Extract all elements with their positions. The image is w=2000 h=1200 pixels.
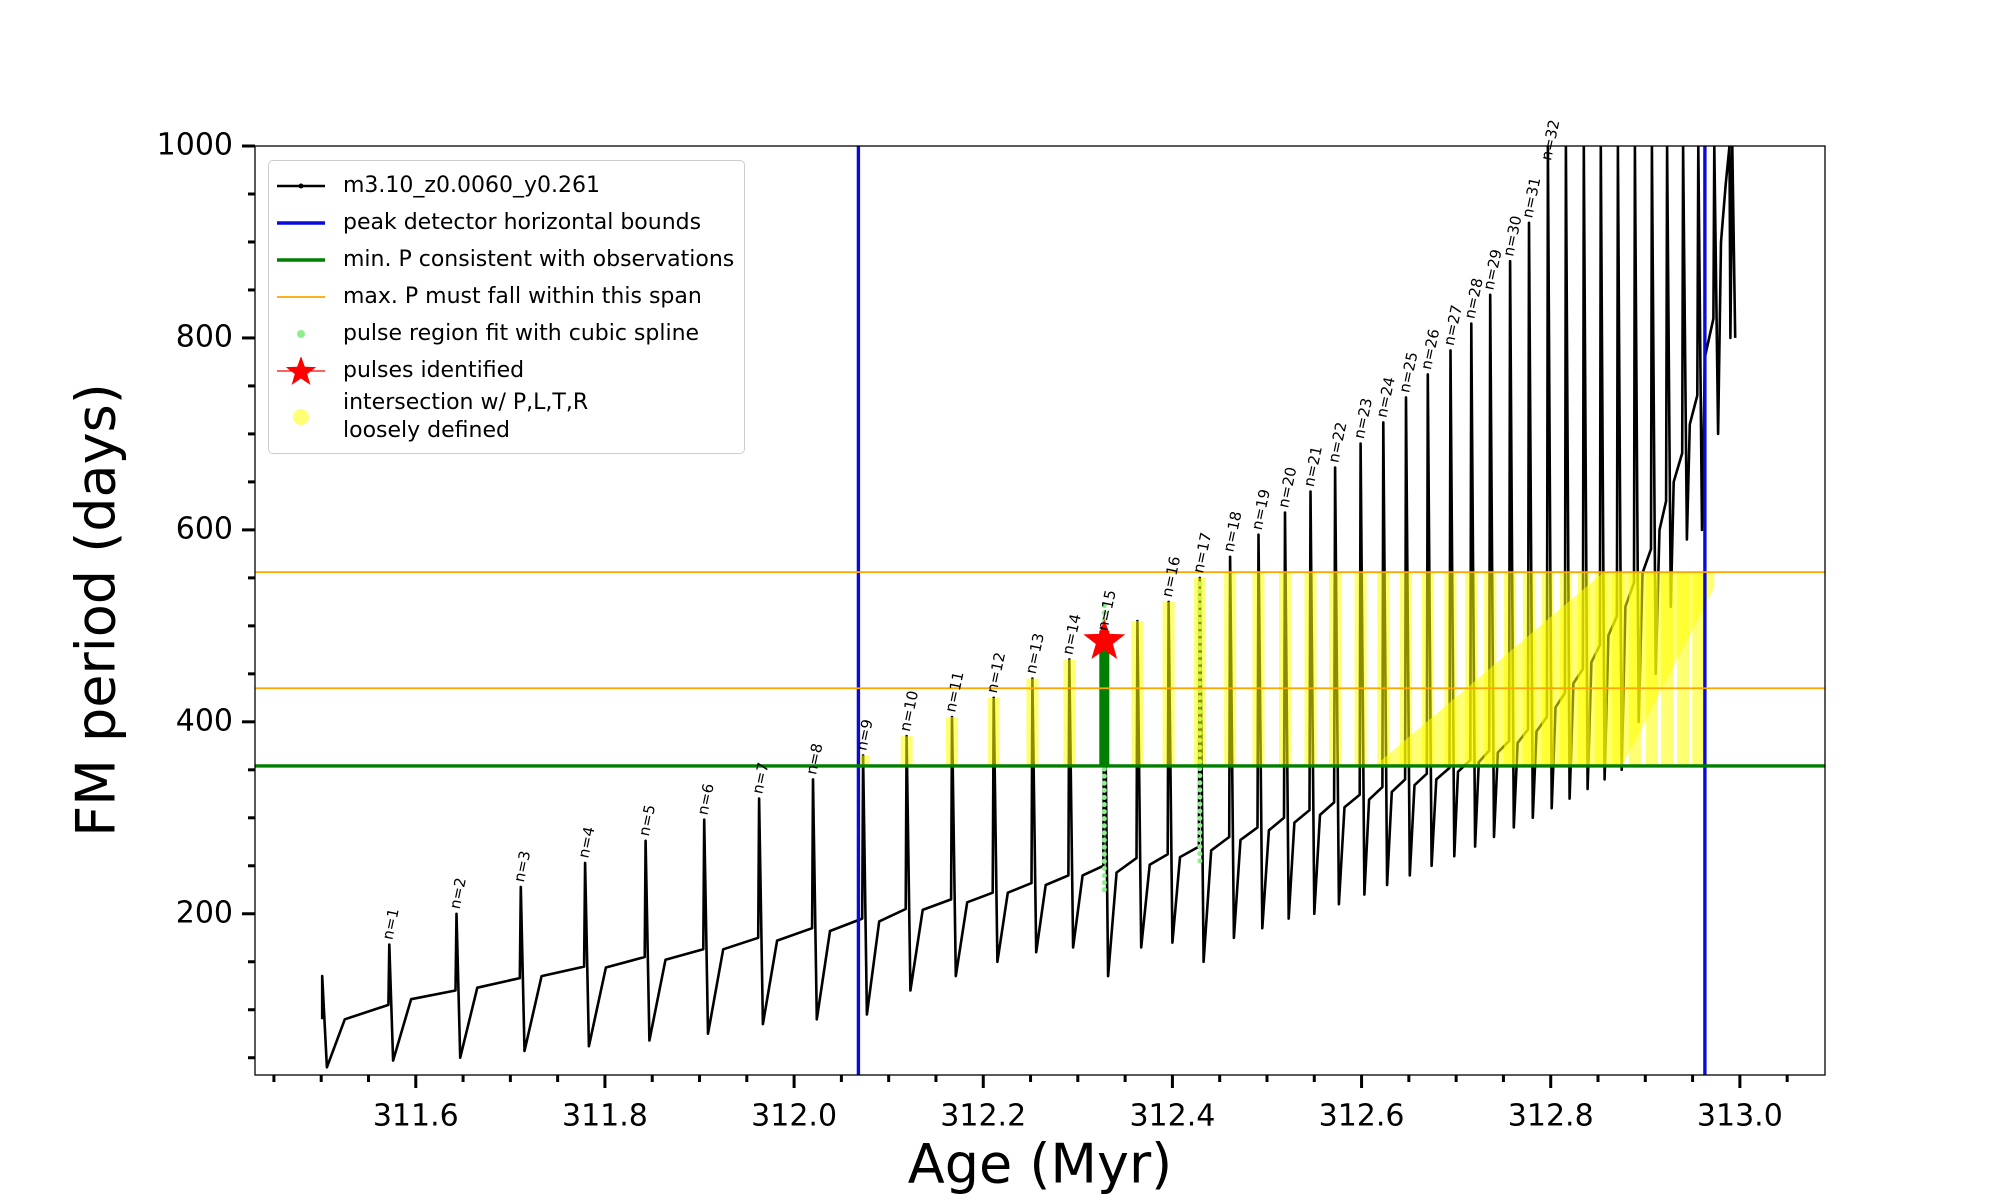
legend-item: pulses identified	[273, 352, 734, 389]
x-tick-label: 312.8	[1508, 1099, 1594, 1134]
y-tick-label: 800	[176, 319, 233, 354]
legend-handle	[277, 257, 325, 262]
legend-label: m3.10_z0.0060_y0.261	[343, 172, 600, 198]
legend-label: pulse region fit with cubic spline	[343, 320, 700, 346]
pulse-label: n=26	[1417, 327, 1443, 371]
pulse-label: n=13	[1022, 631, 1048, 675]
legend-item: max. P must fall within this span	[273, 278, 734, 315]
legend-handle	[293, 409, 309, 425]
legend-item: pulse region fit with cubic spline	[273, 315, 734, 352]
pulse-label: n=30	[1499, 214, 1525, 258]
pulse-label: n=3	[510, 849, 534, 884]
legend-item: min. P consistent with observations	[273, 241, 734, 278]
legend-dot	[297, 329, 305, 338]
pulse-label: n=32	[1537, 118, 1563, 162]
pulse-label: n=25	[1395, 350, 1421, 394]
pulse-label: n=19	[1248, 487, 1274, 531]
pulse-label: n=6	[694, 782, 718, 817]
x-tick-label: 312.4	[1129, 1099, 1215, 1134]
pulse-label: n=20	[1274, 465, 1300, 509]
legend-item: intersection w/ P,L,T,R loosely defined	[273, 389, 734, 445]
axes-frame	[254, 145, 1826, 1076]
legend-dot	[298, 183, 304, 188]
x-tick-label: 312.6	[1319, 1099, 1405, 1134]
legend-handle	[277, 183, 325, 188]
pulse-label: n=15	[1094, 588, 1120, 632]
pulse-label: n=9	[852, 718, 876, 753]
pulse-label: n=17	[1189, 531, 1215, 575]
legend-handle	[297, 329, 305, 338]
pulse-label: n=18	[1219, 510, 1245, 554]
x-tick-label: 311.8	[562, 1099, 648, 1134]
pulse-star	[1083, 619, 1126, 659]
pulse-label: n=5	[635, 803, 659, 838]
pulse-label: n=22	[1324, 420, 1350, 464]
data-line	[320, 146, 1737, 1069]
x-tick-label: 311.6	[373, 1099, 459, 1134]
x-tick-label: 312.0	[751, 1099, 837, 1134]
x-axis-label: Age (Myr)	[908, 1133, 1173, 1196]
legend-handle	[277, 220, 325, 225]
pulse-label: n=10	[896, 689, 922, 733]
y-tick-label: 200	[176, 895, 233, 930]
legend-star	[285, 356, 317, 385]
pulse-label: n=4	[574, 825, 598, 860]
pulse-label: n=1	[379, 907, 403, 942]
pulse-label: n=31	[1518, 176, 1544, 220]
plot-area	[255, 146, 1825, 1075]
legend-item: peak detector horizontal bounds	[273, 204, 734, 241]
legend-label: pulses identified	[343, 357, 525, 383]
pulse-label: n=11	[941, 670, 967, 714]
pulse-label: n=14	[1059, 612, 1085, 656]
y-tick-label: 600	[176, 511, 233, 546]
y-tick-label: 1000	[157, 128, 233, 163]
pulse-label: n=2	[446, 876, 470, 911]
pulse-label: n=21	[1300, 444, 1326, 488]
legend-dot	[293, 409, 309, 425]
legend-label: min. P consistent with observations	[343, 246, 735, 272]
x-tick-label: 313.0	[1697, 1099, 1783, 1134]
legend-label: peak detector horizontal bounds	[343, 209, 702, 235]
pulse-label: n=8	[802, 742, 826, 777]
pulse-label: n=23	[1350, 396, 1376, 440]
y-axis-label: FM period (days)	[65, 383, 128, 837]
x-tick-label: 312.2	[940, 1099, 1026, 1134]
legend-label: intersection w/ P,L,T,R loosely defined	[343, 390, 589, 443]
pulse-label: n=24	[1373, 375, 1399, 419]
legend-item: m3.10_z0.0060_y0.261	[273, 167, 734, 204]
pulse-label: n=16	[1158, 555, 1184, 599]
legend-handle	[277, 356, 325, 385]
y-tick-label: 400	[176, 703, 233, 738]
legend-handle	[277, 295, 325, 298]
legend-label: max. P must fall within this span	[343, 283, 702, 309]
